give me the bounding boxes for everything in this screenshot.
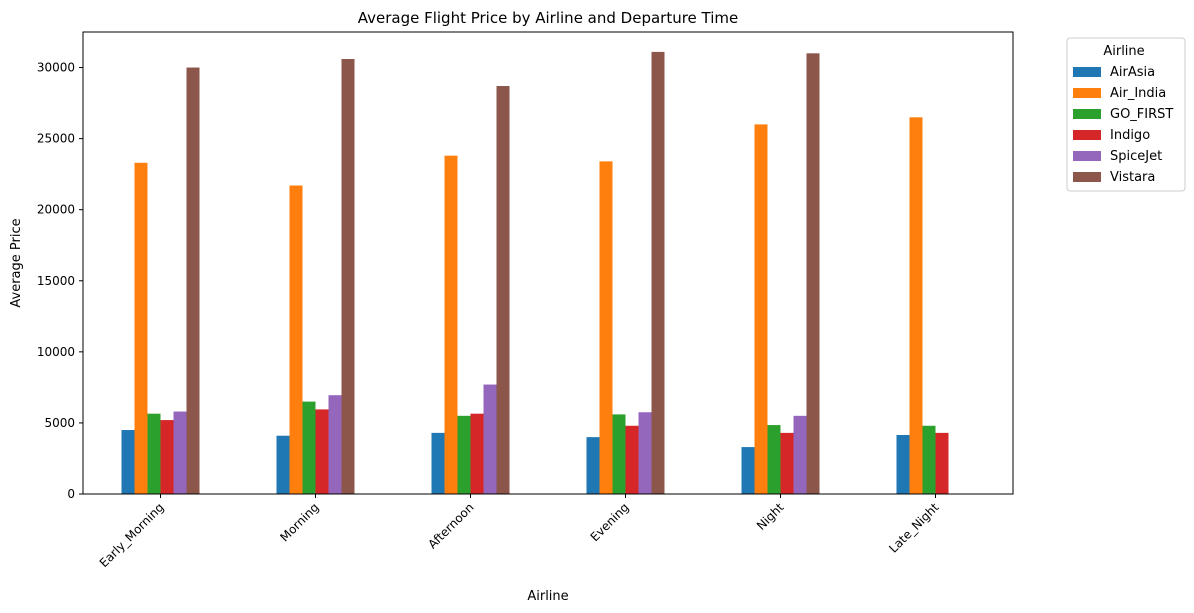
- bar-air-india-night: [754, 124, 768, 495]
- bar-indigo-night: [780, 432, 794, 494]
- legend-entry-indigo: Indigo: [1110, 128, 1150, 143]
- bar-airasia-morning: [276, 435, 290, 494]
- bar-indigo-afternoon: [470, 413, 484, 494]
- bar-indigo-morning: [315, 409, 329, 494]
- x-tick-label: Early_Morning: [97, 500, 167, 570]
- bar-vistara-early-morning: [186, 67, 200, 494]
- bar-spicejet-early-morning: [173, 411, 187, 494]
- legend-swatch-vistara: [1073, 172, 1101, 182]
- legend: Airline AirAsia Air_India GO_FIRST Indigo Sp…: [1066, 37, 1186, 192]
- bar-go-first-afternoon: [457, 415, 471, 494]
- bar-go-first-early-morning: [147, 413, 161, 494]
- bar-vistara-evening: [651, 51, 665, 495]
- y-tick-label: 15000: [37, 274, 75, 288]
- bar-spicejet-night: [793, 415, 807, 494]
- bar-indigo-late-night: [935, 432, 949, 494]
- legend-entry-go-first: GO_FIRST: [1110, 107, 1173, 122]
- legend-entry-airasia: AirAsia: [1110, 65, 1155, 80]
- bar-indigo-early-morning: [160, 420, 174, 494]
- y-tick-label: 5000: [44, 416, 75, 430]
- legend-swatch-go-first: [1073, 109, 1101, 119]
- legend-swatch-airasia: [1073, 67, 1101, 77]
- y-tick-label: 25000: [37, 132, 75, 146]
- legend-entry-air-india: Air_India: [1110, 86, 1166, 101]
- legend-title: Airline: [1103, 44, 1144, 59]
- bar-air-india-morning: [289, 185, 303, 494]
- bar-indigo-evening: [625, 425, 639, 494]
- legend-swatch-indigo: [1073, 130, 1101, 140]
- legend-entry-spicejet: SpiceJet: [1110, 149, 1162, 164]
- bar-vistara-afternoon: [496, 86, 510, 495]
- bar-air-india-late-night: [909, 117, 923, 494]
- bar-airasia-late-night: [896, 435, 910, 494]
- x-tick-label: Evening: [588, 500, 632, 544]
- plot-frame: [82, 31, 1014, 495]
- y-tick-label: 20000: [37, 203, 75, 217]
- legend-swatch-air-india: [1073, 88, 1101, 98]
- y-tick-label: 30000: [37, 61, 75, 75]
- bar-airasia-night: [741, 447, 755, 494]
- bar-spicejet-morning: [328, 395, 342, 494]
- bar-air-india-afternoon: [444, 155, 458, 495]
- chart-title: Average Flight Price by Airline and Depa…: [358, 9, 739, 27]
- x-tick-label: Afternoon: [425, 500, 476, 551]
- bar-go-first-morning: [302, 401, 316, 494]
- bar-airasia-afternoon: [431, 432, 445, 494]
- x-tick-label: Late_Night: [886, 500, 942, 556]
- bar-vistara-morning: [341, 59, 355, 494]
- bar-vistara-night: [806, 53, 820, 494]
- bar-spicejet-afternoon: [483, 384, 497, 494]
- y-axis-label: Average Price: [9, 218, 24, 307]
- legend-swatch-spicejet: [1073, 151, 1101, 161]
- y-tick-label: 0: [67, 487, 75, 501]
- bar-go-first-late-night: [922, 425, 936, 494]
- bar-go-first-evening: [612, 414, 626, 494]
- bar-airasia-evening: [586, 437, 600, 494]
- x-axis-label: Airline: [527, 589, 568, 604]
- bar-spicejet-evening: [638, 412, 652, 494]
- bar-airasia-early-morning: [121, 430, 135, 494]
- legend-entry-vistara: Vistara: [1110, 170, 1155, 185]
- bar-go-first-night: [767, 425, 781, 494]
- bar-air-india-early-morning: [134, 162, 148, 494]
- x-tick-label: Morning: [277, 500, 321, 544]
- bar-air-india-evening: [599, 161, 613, 495]
- y-tick-label: 10000: [37, 345, 75, 359]
- x-tick-label: Night: [754, 500, 787, 533]
